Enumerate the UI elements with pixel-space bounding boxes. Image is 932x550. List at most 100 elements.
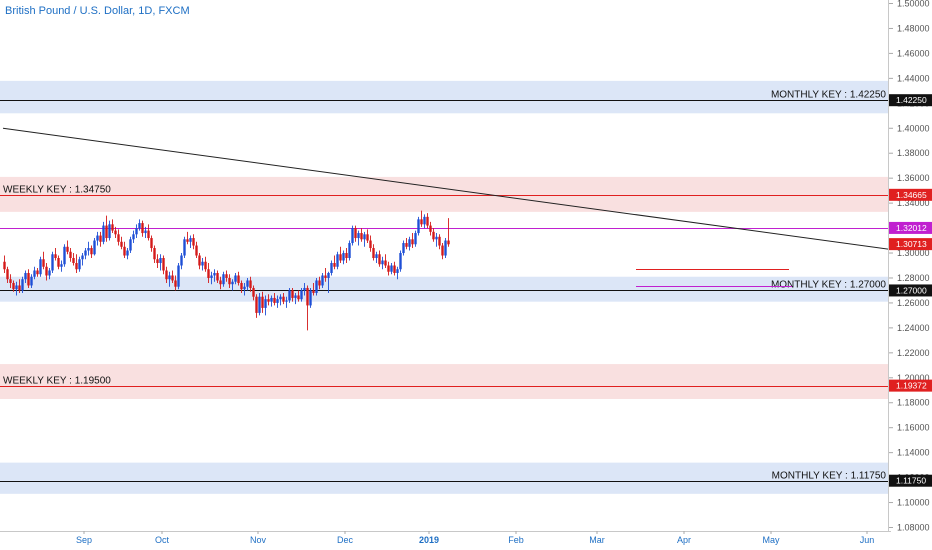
candle xyxy=(36,267,39,277)
candle xyxy=(354,225,357,242)
candle-body xyxy=(63,246,66,265)
candle xyxy=(246,277,249,291)
candle xyxy=(255,294,258,318)
candle xyxy=(402,240,405,256)
candle xyxy=(141,220,144,237)
price-axis[interactable]: 1.500001.480001.460001.440001.420001.400… xyxy=(888,0,932,550)
candle-body xyxy=(357,233,360,239)
price-tick-label: 1.44000 xyxy=(897,73,930,83)
key-level-label: MONTHLY KEY : 1.42250 xyxy=(771,90,886,101)
candle-body xyxy=(39,259,42,275)
candle xyxy=(444,238,447,259)
candle-body xyxy=(48,270,51,276)
candle xyxy=(51,251,54,273)
candle xyxy=(324,267,327,282)
candle-body xyxy=(165,270,168,280)
candle-body xyxy=(72,258,75,264)
candle-body xyxy=(372,248,375,259)
candle xyxy=(87,241,90,256)
candle xyxy=(339,246,342,264)
candle xyxy=(15,281,18,296)
candle xyxy=(267,294,270,306)
candle-body xyxy=(339,254,342,261)
time-axis[interactable]: Sep Oct Nov Dec 2019 Feb Mar Apr May Jun xyxy=(0,531,891,545)
candle xyxy=(252,285,255,301)
key-zone xyxy=(0,80,888,114)
candle xyxy=(321,272,324,288)
price-tag-text: 1.34665 xyxy=(896,190,927,200)
candle xyxy=(105,215,108,242)
candle-body xyxy=(198,255,201,266)
candle-body xyxy=(243,286,246,290)
candle xyxy=(273,292,276,306)
candle-body xyxy=(417,219,420,234)
candle-body xyxy=(99,235,102,242)
candle xyxy=(168,271,171,287)
candle xyxy=(81,253,84,266)
candle-body xyxy=(183,239,186,256)
candle xyxy=(57,255,60,270)
candle-body xyxy=(432,231,435,240)
candle-body xyxy=(12,282,15,290)
candle-body xyxy=(33,270,36,277)
candle xyxy=(393,261,396,276)
candle-body xyxy=(336,254,339,267)
candle xyxy=(423,214,426,229)
candle xyxy=(216,270,219,283)
price-tag-text: 1.42250 xyxy=(896,95,927,105)
candle-body xyxy=(321,275,324,286)
price-tag-text: 1.19372 xyxy=(896,381,927,391)
candle-body xyxy=(273,297,276,303)
candle xyxy=(225,270,228,282)
candle xyxy=(336,251,339,270)
candle-body xyxy=(27,272,30,286)
candle xyxy=(408,236,411,251)
candle xyxy=(318,276,321,290)
candle xyxy=(120,236,123,250)
candle-body xyxy=(108,224,111,239)
candle-body xyxy=(420,219,423,225)
price-tick-label: 1.36000 xyxy=(897,173,930,183)
candle xyxy=(192,234,195,250)
candle xyxy=(369,235,372,252)
candle-body xyxy=(225,274,228,278)
candle-body xyxy=(87,248,90,251)
candle xyxy=(45,263,48,281)
candle-body xyxy=(123,246,126,256)
candle-body xyxy=(21,279,24,291)
candle xyxy=(399,250,402,272)
candle xyxy=(237,271,240,286)
candle-body xyxy=(240,282,243,290)
candle xyxy=(174,275,177,291)
price-tick-label: 1.48000 xyxy=(897,23,930,33)
candle xyxy=(54,248,57,261)
price-tick-label: 1.14000 xyxy=(897,448,930,458)
candle xyxy=(135,224,138,239)
candle xyxy=(294,292,297,305)
candle-body xyxy=(18,285,21,291)
candle xyxy=(282,292,285,305)
candle xyxy=(297,290,300,302)
candle-body xyxy=(78,259,81,270)
candle xyxy=(204,256,207,272)
candle xyxy=(129,236,132,254)
candle xyxy=(312,282,315,296)
last-price-tag xyxy=(889,238,932,251)
candle-body xyxy=(411,239,414,245)
candle-body xyxy=(93,240,96,255)
candle-body xyxy=(30,276,33,286)
candle xyxy=(18,279,21,293)
candle xyxy=(357,230,360,246)
chart-title: British Pound / U.S. Dollar, 1D, FXCM xyxy=(5,5,190,17)
candle-body xyxy=(429,225,432,232)
candle xyxy=(342,250,345,265)
candle-body xyxy=(255,296,258,313)
time-tick-label: May xyxy=(762,535,780,545)
candle-body xyxy=(24,272,27,280)
candle-body xyxy=(318,280,321,286)
candle xyxy=(90,245,93,259)
price-tick-label: 1.30000 xyxy=(897,248,930,258)
candle-body xyxy=(288,290,291,301)
candle-body xyxy=(438,236,441,246)
